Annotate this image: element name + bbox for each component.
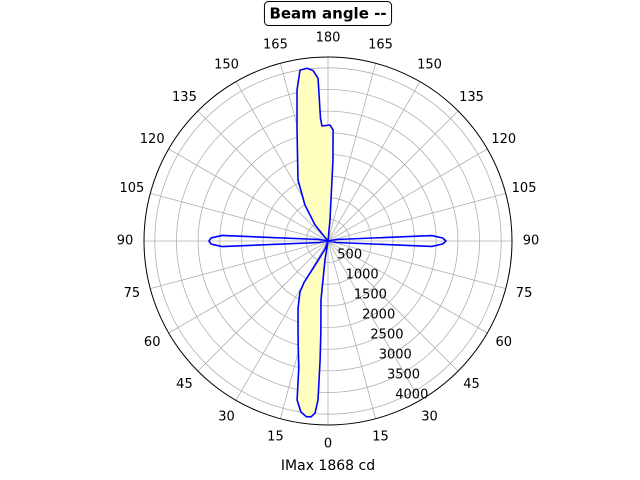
grid-spoke (150, 240, 329, 290)
r-tick-label: 2500 (370, 327, 403, 342)
r-tick-label: 3500 (387, 367, 420, 382)
theta-tick-label: 105 (512, 181, 537, 196)
grid-spoke (197, 110, 329, 242)
intensity-curve (208, 234, 447, 248)
theta-tick-label: 60 (496, 335, 513, 350)
theta-tick-label: 15 (372, 430, 389, 445)
grid-spoke (327, 110, 459, 242)
grid-spoke (327, 240, 506, 290)
grid-spoke (150, 192, 329, 242)
theta-tick-label: 135 (172, 90, 197, 105)
grid-spoke (327, 148, 488, 242)
theta-tick-label: 105 (120, 181, 145, 196)
title-box (263, 1, 393, 26)
grid-spoke (327, 240, 488, 334)
theta-tick-label: 165 (263, 37, 288, 52)
grid-spoke (327, 240, 421, 401)
r-tick-label: 1500 (354, 287, 387, 302)
r-tick-label: 3000 (379, 347, 412, 362)
r-tick-label: 1000 (346, 267, 379, 282)
marks (208, 67, 447, 418)
theta-tick-label: 75 (124, 286, 141, 301)
grid-spoke (327, 81, 421, 242)
theta-tick-label: 45 (176, 377, 193, 392)
r-tick-label: 4000 (395, 387, 428, 402)
theta-tick-label: 150 (417, 58, 442, 73)
theta-tick-label: 180 (316, 31, 341, 46)
theta-tick-label: 150 (214, 58, 239, 73)
theta-tick-label: 120 (491, 132, 516, 147)
theta-tick-label: 90 (523, 234, 540, 249)
labels: 500 1000 1500 2000 2500 3000 3500 4000 0 15 30 45 60… (117, 31, 540, 452)
theta-tick-label: 30 (218, 409, 235, 424)
x-axis-label: IMax 1868 cd (281, 458, 375, 474)
theta-tick-label: 120 (140, 132, 165, 147)
grid-spoke (327, 63, 377, 242)
outer-frame (143, 56, 513, 426)
theta-tick-label: 60 (144, 335, 161, 350)
theta-tick-label: 165 (368, 37, 393, 52)
grid-spoke (168, 148, 329, 242)
theta-tick-label: 15 (267, 430, 284, 445)
r-tick-label: 500 (337, 247, 362, 262)
intensity-curve (296, 67, 334, 418)
grid-spoke (197, 240, 329, 372)
chart-title: Beam angle -- (269, 5, 386, 23)
theta-tick-label: 135 (459, 90, 484, 105)
theta-tick-label: 75 (516, 286, 533, 301)
grid-spoke (327, 240, 377, 419)
theta-tick-label: 30 (421, 409, 438, 424)
grid-spoke (327, 240, 459, 372)
theta-tick-label: 90 (117, 234, 134, 249)
grid-spoke (168, 240, 329, 334)
theta-tick-label: 0 (324, 437, 332, 452)
r-tick-label: 2000 (362, 307, 395, 322)
grid-spoke (327, 192, 506, 242)
theta-tick-label: 45 (463, 377, 480, 392)
